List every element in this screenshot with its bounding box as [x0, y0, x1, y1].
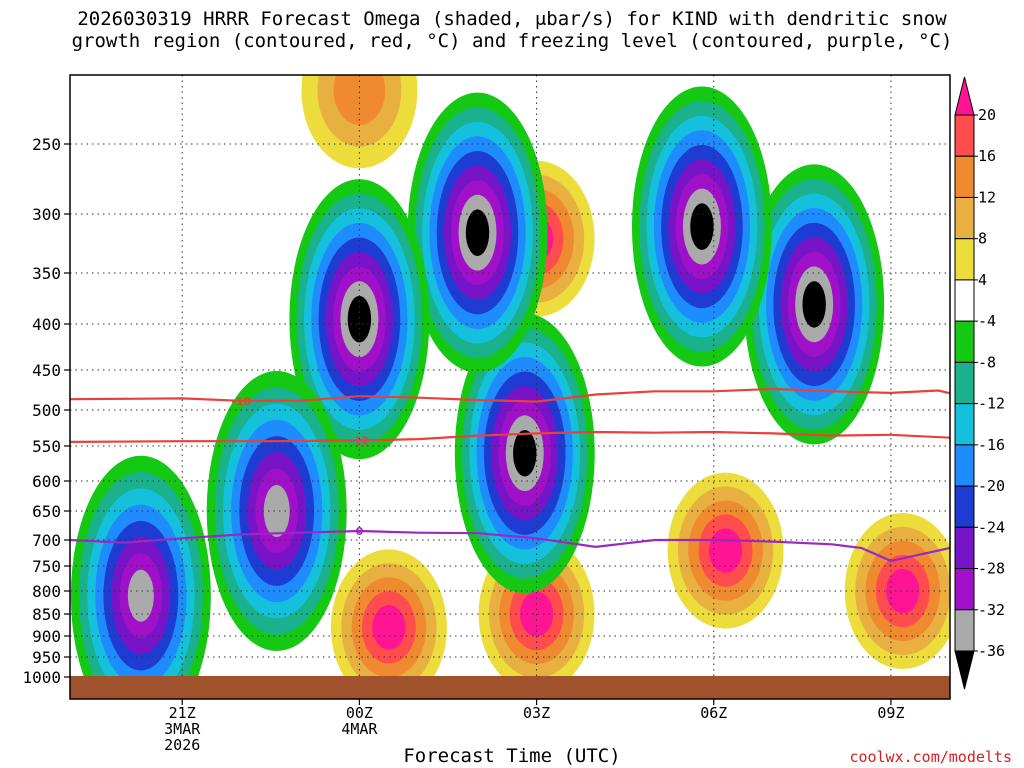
omega-cell-down-7: [454, 313, 595, 594]
colorbar-label--28: -28: [978, 560, 1005, 578]
omega-level--36: [263, 485, 290, 537]
colorbar-swatch-3: [954, 196, 975, 240]
y-tick-label-950: 950: [32, 648, 61, 667]
contour--12: [70, 430, 950, 443]
colorbar-label-8: 8: [978, 230, 987, 248]
colorbar-label--8: -8: [978, 353, 996, 371]
x-tick-label-03Z: 03Z: [523, 704, 550, 722]
colorbar-swatch-6: [954, 320, 975, 363]
colorbar-bottom-arrow: [954, 650, 975, 690]
credit-link[interactable]: coolwx.com/modelts: [849, 748, 1012, 766]
y-tick-label-500: 500: [32, 401, 61, 420]
y-tick-label-650: 650: [32, 502, 61, 521]
omega-cell-down-13: [70, 455, 211, 699]
colorbar-label-16: 16: [978, 147, 996, 165]
y-tick-label-900: 900: [32, 627, 61, 646]
chart-title-line2: growth region (contoured, red, °C) and f…: [71, 30, 953, 52]
omega-cell-up-6: [301, 75, 418, 169]
contour-0: [70, 529, 950, 562]
omega-level--40: [690, 203, 714, 250]
colorbar-swatch-9: [954, 444, 975, 487]
omega-level-16: [989, 246, 1024, 300]
omega-level--40: [465, 209, 490, 256]
colorbar-label--12: -12: [978, 395, 1005, 413]
colorbar-label--16: -16: [978, 436, 1005, 454]
colorbar-label--4: -4: [978, 312, 996, 330]
omega-cell-down-11: [289, 179, 430, 460]
colorbar-label-20: 20: [978, 106, 996, 124]
colorbar-swatch-4: [954, 238, 975, 281]
ground-surface: [70, 676, 950, 699]
chart-title: 2026030319 HRRR Forecast Omega (shaded, …: [0, 8, 1024, 52]
omega-level-20: [372, 605, 406, 650]
contour-label--18: -18: [231, 395, 251, 408]
omega-level--36: [127, 569, 154, 622]
colorbar-swatch-11: [954, 526, 975, 570]
colorbar-label--32: -32: [978, 601, 1005, 619]
y-tick-label-1000: 1000: [22, 668, 61, 687]
omega-cell-down-8: [744, 164, 885, 445]
colorbar: 20 16 12 8 4 -4 -8 -12 -16 -20 -24 -28 -32 -36: [954, 76, 1005, 690]
contour-label--12: -12: [349, 434, 369, 447]
y-tick-label-400: 400: [32, 315, 61, 334]
y-tick-label-800: 800: [32, 582, 61, 601]
colorbar-swatch-10: [954, 485, 975, 528]
x-tick-label-4MAR: 4MAR: [341, 720, 378, 738]
colorbar-swatch-2: [954, 155, 975, 198]
y-tick-label-350: 350: [32, 264, 61, 283]
y-tick-label-450: 450: [32, 361, 61, 380]
colorbar-swatch-7: [954, 361, 975, 405]
y-tick-label-850: 850: [32, 605, 61, 624]
y-tick-label-700: 700: [32, 531, 61, 550]
y-tick-label-750: 750: [32, 557, 61, 576]
omega-level--40: [513, 429, 537, 477]
y-tick-label-250: 250: [32, 135, 61, 154]
colorbar-top-arrow: [954, 76, 975, 116]
contour-label-0: 0: [356, 525, 364, 538]
y-tick-label-550: 550: [32, 437, 61, 456]
omega-cell-up-2: [330, 549, 447, 699]
omega-level--40: [802, 281, 826, 328]
omega-cell-down-10: [631, 86, 772, 367]
omega-level-12: [333, 75, 386, 126]
colorbar-swatch-1: [954, 114, 975, 157]
x-tick-label-06Z: 06Z: [700, 704, 727, 722]
colorbar-label--36: -36: [978, 642, 1005, 660]
y-tick-label-600: 600: [32, 472, 61, 491]
temperature-contours: -18 -12 0: [70, 387, 950, 562]
omega-cell-down-12: [206, 371, 347, 651]
plot-frame: [69, 74, 951, 700]
x-tick-label-09Z: 09Z: [877, 704, 904, 722]
chart-title-line1: 2026030319 HRRR Forecast Omega (shaded, …: [77, 8, 947, 30]
omega-cell-up-3: [667, 472, 784, 629]
colorbar-label-4: 4: [978, 271, 987, 289]
x-tick-label-2026: 2026: [164, 736, 200, 754]
colorbar-label-12: 12: [978, 188, 996, 206]
colorbar-label--24: -24: [978, 518, 1005, 536]
x-tick-label-21Z: 21Z: [169, 704, 196, 722]
x-axis-title: Forecast Time (UTC): [403, 745, 621, 767]
contour--18: [70, 387, 950, 403]
y-tick-label-300: 300: [32, 205, 61, 224]
colorbar-swatch-13: [954, 609, 975, 652]
x-tick-label-00Z: 00Z: [346, 704, 373, 722]
omega-level--40: [347, 295, 372, 343]
y-axis: 250 300 350 400 450 500 550 600 650 700 750 800 850 9…: [22, 135, 70, 687]
colorbar-swatch-12: [954, 568, 975, 611]
colorbar-swatch-5: [954, 279, 975, 322]
omega-level-20: [886, 568, 920, 614]
colorbar-swatch-8: [954, 403, 975, 446]
x-tick-label-3MAR: 3MAR: [164, 720, 201, 738]
omega-cell-down-9: [407, 92, 548, 373]
colorbar-label--20: -20: [978, 477, 1005, 495]
